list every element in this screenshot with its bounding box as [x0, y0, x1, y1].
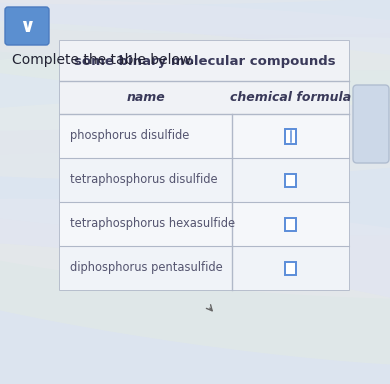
Ellipse shape [0, 241, 390, 367]
Ellipse shape [0, 0, 390, 35]
Text: phosphorus disulfide: phosphorus disulfide [70, 129, 190, 142]
Bar [60, 114, 349, 158]
Ellipse shape [0, 0, 390, 5]
Text: some binary molecular compounds: some binary molecular compounds [74, 55, 335, 68]
Bar [285, 129, 296, 144]
Ellipse shape [0, 37, 390, 131]
Ellipse shape [0, 19, 390, 109]
Text: diphosphorus pentasulfide: diphosphorus pentasulfide [70, 262, 223, 275]
FancyBboxPatch shape [5, 7, 49, 45]
Ellipse shape [0, 152, 390, 236]
Text: name: name [127, 91, 165, 104]
Text: ∨: ∨ [19, 17, 35, 35]
Bar [285, 174, 296, 187]
Text: chemical formula: chemical formula [230, 91, 351, 104]
Bar [60, 41, 349, 290]
Bar [60, 246, 349, 290]
FancyBboxPatch shape [353, 85, 389, 163]
Text: Complete the table below.: Complete the table below. [12, 53, 195, 67]
Ellipse shape [0, 99, 390, 179]
Bar [60, 202, 349, 246]
Bar [60, 81, 349, 114]
Bar [285, 262, 296, 275]
Text: tetraphosphorus hexasulfide: tetraphosphorus hexasulfide [70, 217, 235, 230]
Bar [285, 217, 296, 230]
Bar [60, 158, 349, 202]
Bar [60, 41, 349, 81]
Ellipse shape [0, 0, 390, 70]
Ellipse shape [0, 199, 390, 299]
Text: tetraphosphorus disulfide: tetraphosphorus disulfide [70, 174, 218, 187]
